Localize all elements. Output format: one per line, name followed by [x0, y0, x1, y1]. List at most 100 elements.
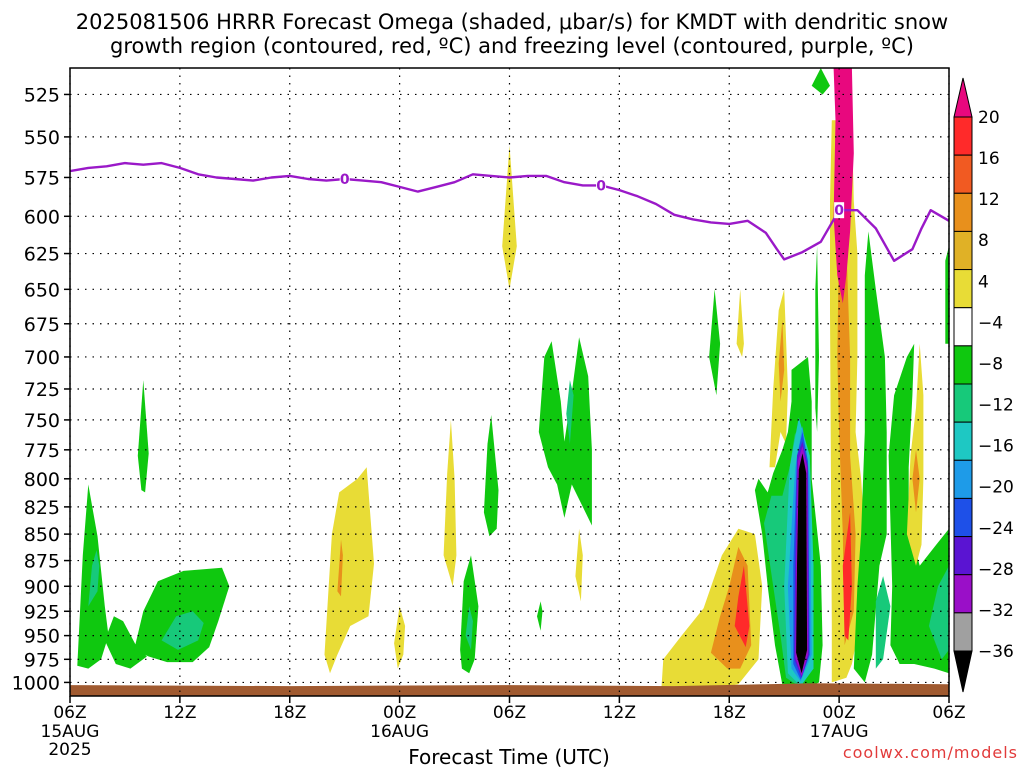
freezing-label-bg-1	[596, 177, 607, 194]
x-tick-label: 12Z	[163, 703, 196, 723]
omega-region-B2	[337, 539, 343, 597]
y-tick-label: 650	[24, 279, 60, 301]
colorbar-bin-top-arrow	[953, 77, 973, 118]
colorbar-bin	[953, 192, 973, 232]
freezing-level-label: 0	[596, 178, 606, 194]
omega-region-F3	[888, 343, 949, 674]
colorbar-bin	[953, 345, 973, 385]
omega-region-A3	[104, 616, 147, 669]
omega-region-F1	[853, 231, 887, 683]
omega-region-F8	[811, 68, 830, 95]
omega-region-C8	[709, 289, 721, 396]
x-tick-label: 00Z	[822, 703, 855, 723]
colorbar-bin	[953, 459, 973, 499]
omega-region-A5	[161, 611, 204, 650]
y-tick-label: 925	[24, 601, 60, 623]
colorbar-bin	[953, 154, 973, 194]
y-tick-label: 675	[24, 314, 60, 336]
x-tick-label: 18Z	[713, 703, 746, 723]
colorbar-bin	[953, 536, 973, 576]
colorbar-label: −32	[978, 601, 1014, 621]
terrain-band	[70, 683, 949, 696]
omega-region-E8	[796, 453, 808, 674]
x-tick-date-label: 15AUG	[41, 722, 100, 742]
colorbar-label: −16	[978, 437, 1014, 457]
terrain-layer	[70, 683, 949, 696]
omega-region-D2	[778, 319, 785, 402]
colorbar-bin	[953, 307, 973, 347]
colorbar-bin-bottom-arrow	[953, 650, 973, 693]
colorbar-label: −20	[978, 478, 1014, 498]
y-tick-label: 825	[24, 497, 60, 519]
y-tick-label: 550	[24, 127, 60, 149]
y-tick-label: 850	[24, 524, 60, 546]
omega-region-C9	[736, 289, 744, 357]
y-tick-label: 875	[24, 551, 60, 573]
y-tick-label: 1000	[12, 672, 60, 694]
colorbar-label: −4	[978, 313, 1003, 333]
freezing-level-label: 0	[834, 203, 844, 219]
y-tick-label: 950	[24, 626, 60, 648]
omega-region-F6	[912, 449, 920, 513]
freezing-label-bg-2	[834, 202, 845, 219]
colorbar-label: −24	[978, 519, 1014, 539]
y-tick-label: 600	[24, 206, 60, 228]
y-tick-label: 575	[24, 167, 60, 189]
colorbar-bin	[953, 497, 973, 538]
omega-region-A2	[88, 550, 100, 607]
chart-title-line-2: growth region (contoured, red, ºC) and f…	[110, 34, 914, 58]
colorbar-label: −12	[978, 396, 1014, 416]
colorbar-bin	[953, 269, 973, 309]
x-tick-label: 00Z	[383, 703, 416, 723]
omega-region-C3	[575, 528, 583, 602]
omega-region-D6	[833, 68, 854, 304]
omega-region-D4	[837, 231, 856, 646]
omega-region-B1	[324, 467, 374, 674]
colorbar-bin	[953, 230, 973, 271]
omega-region-B4	[443, 419, 457, 587]
x-tick-label: 06Z	[53, 703, 86, 723]
y-tick-label: 975	[24, 649, 60, 671]
freezing-label-bg-0	[339, 171, 350, 188]
omega-region-E9	[815, 246, 819, 432]
chart-title-line-1: 2025081506 HRRR Forecast Omega (shaded, …	[75, 10, 949, 34]
omega-region-D1	[769, 289, 788, 468]
omega-region-B6	[465, 606, 473, 650]
omega-region-B3	[394, 606, 406, 669]
freezing-level-layer: 0 0 0	[70, 161, 949, 262]
colorbar-bin	[953, 612, 973, 652]
y-tick-label: 725	[24, 379, 60, 401]
colorbar-label: 16	[978, 149, 1000, 169]
colorbar-label: 4	[978, 272, 989, 292]
y-axis: 525 550 575 600 625 650 675 700 725 750 775 800 825 8…	[12, 84, 70, 694]
colorbar-label: 12	[978, 190, 1000, 210]
omega-region-F7	[945, 246, 949, 344]
y-tick-label: 700	[24, 347, 60, 369]
colorbar-bin	[953, 421, 973, 461]
x-axis-label: Forecast Time (UTC)	[408, 745, 610, 768]
colorbar-label: −36	[978, 642, 1014, 662]
colorbar-bin	[953, 574, 973, 614]
x-tick-label: 18Z	[273, 703, 306, 723]
watermark: coolwx.com/models	[842, 743, 1018, 762]
x-tick-date-label: 16AUG	[370, 722, 429, 742]
omega-region-B7	[483, 415, 499, 537]
colorbar-label: 8	[978, 231, 989, 251]
omega-region-C4	[537, 601, 543, 631]
omega-region-F5	[906, 343, 924, 566]
y-tick-label: 800	[24, 469, 60, 491]
omega-region-F2	[875, 576, 891, 669]
y-tick-label: 625	[24, 244, 60, 266]
omega-shaded-regions	[77, 68, 949, 694]
y-tick-label: 900	[24, 576, 60, 598]
omega-region-C1	[538, 337, 592, 526]
x-tick-date-label: 17AUG	[810, 722, 869, 742]
freezing-level-line	[70, 161, 949, 262]
colorbar-label: 20	[978, 108, 1000, 128]
x-tick-label: 06Z	[493, 703, 526, 723]
x-tick-label: 06Z	[932, 703, 965, 723]
colorbar-bin	[953, 383, 973, 423]
y-tick-label: 775	[24, 440, 60, 462]
omega-region-C2	[566, 380, 574, 444]
